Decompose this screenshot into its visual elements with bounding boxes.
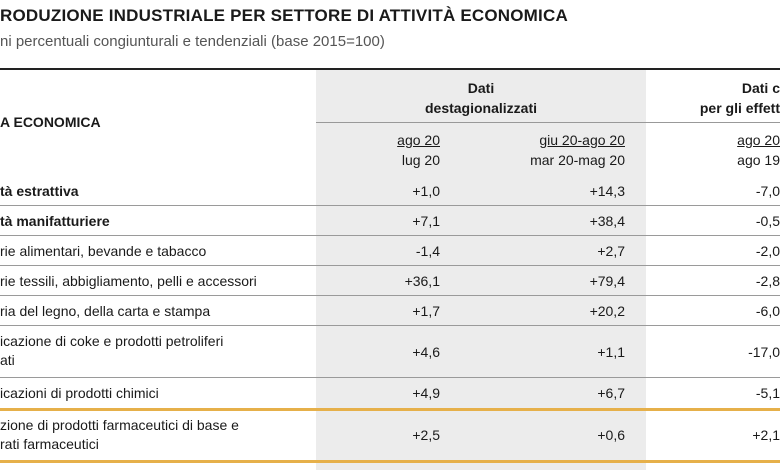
row-divider (0, 265, 780, 266)
table-row: ria del legno, della carta e stampa +1,7… (0, 296, 780, 326)
col2-header: giu 20-ago 20 mar 20-mag 20 (480, 130, 625, 170)
value-cong: -1,4 (415, 243, 440, 259)
group2-line1: Dati c (741, 80, 780, 96)
page-subtitle: ni percentuali congiunturali e tendenzia… (0, 33, 385, 50)
col1-header: ago 20 lug 20 (378, 130, 440, 170)
value-cong: +36,1 (404, 273, 440, 289)
value-tend: -5,1 (755, 385, 780, 401)
table-row: icazione di coke e prodotti petroliferi … (0, 326, 780, 378)
row-divider (0, 235, 780, 236)
group-header-rule (316, 122, 780, 123)
row-label: rie tessili, abbigliamento, pelli e acce… (0, 273, 257, 289)
top-rule (0, 68, 780, 70)
group1-line1: Dati (467, 80, 495, 96)
table-row-highlighted: zione di prodotti farmaceutici di base e… (0, 411, 780, 460)
group2-line2: per gli effett (699, 100, 780, 116)
row-label: tà manifatturiere (0, 213, 110, 229)
page-title: RODUZIONE INDUSTRIALE PER SETTORE DI ATT… (0, 6, 568, 25)
value-trim: +0,6 (597, 427, 625, 443)
table-row: icazioni di prodotti chimici +4,9 +6,7 -… (0, 378, 780, 408)
table-row: tà estrattiva +1,0 +14,3 -7,0 (0, 176, 780, 206)
value-trim: +38,4 (589, 213, 625, 229)
table-row: tà manifatturiere +7,1 +38,4 -0,5 (0, 206, 780, 236)
value-cong: +1,0 (412, 183, 440, 199)
row-divider (0, 205, 780, 206)
row-label-continued: rati farmaceutici (0, 436, 99, 452)
col3-header-top: ago 20 (737, 132, 780, 148)
group-header-destagionalizzati: Dati destagionalizzati (316, 78, 646, 118)
row-label: ria del legno, della carta e stampa (0, 303, 211, 319)
col3-header: ago 20 ago 19 (700, 130, 780, 170)
row-divider (0, 295, 780, 296)
value-cong: +2,5 (412, 427, 440, 443)
value-cong: +4,6 (412, 344, 440, 360)
value-tend: -17,0 (748, 344, 780, 360)
value-tend: -7,0 (755, 183, 780, 199)
value-tend: -2,8 (755, 273, 780, 289)
table-row: rie tessili, abbigliamento, pelli e acce… (0, 266, 780, 296)
col1-header-top: ago 20 (397, 132, 440, 148)
value-tend: -6,0 (755, 303, 780, 319)
row-label: tà estrattiva (0, 183, 79, 199)
group-header-grezzi: Dati c per gli effett (680, 78, 780, 118)
row-label-header: A ECONOMICA (0, 114, 101, 130)
shaded-column-band (316, 70, 646, 470)
highlight-border-bottom (0, 460, 780, 463)
value-tend: +2,1 (752, 427, 780, 443)
col3-header-bottom: ago 19 (737, 152, 780, 168)
value-tend: -0,5 (755, 213, 780, 229)
value-trim: +1,1 (597, 344, 625, 360)
value-cong: +4,9 (412, 385, 440, 401)
value-trim: +14,3 (589, 183, 625, 199)
row-label: icazione di coke e prodotti petroliferi (0, 333, 224, 349)
value-tend: -2,0 (755, 243, 780, 259)
table-row: rie alimentari, bevande e tabacco -1,4 +… (0, 236, 780, 266)
value-trim: +20,2 (589, 303, 625, 319)
col2-header-top: giu 20-ago 20 (539, 132, 625, 148)
value-trim: +2,7 (597, 243, 625, 259)
group1-line2: destagionalizzati (424, 100, 538, 116)
highlight-border-top (0, 408, 780, 411)
value-cong: +1,7 (412, 303, 440, 319)
row-divider (0, 325, 780, 326)
row-label: rie alimentari, bevande e tabacco (0, 243, 207, 259)
row-label: zione di prodotti farmaceutici di base e (0, 417, 239, 433)
value-cong: +7,1 (412, 213, 440, 229)
col2-header-bottom: mar 20-mag 20 (530, 152, 625, 168)
row-label: icazioni di prodotti chimici (0, 385, 159, 401)
value-trim: +6,7 (597, 385, 625, 401)
value-trim: +79,4 (589, 273, 625, 289)
row-label-continued: ati (0, 352, 15, 368)
row-divider (0, 377, 780, 378)
col1-header-bottom: lug 20 (401, 152, 440, 168)
